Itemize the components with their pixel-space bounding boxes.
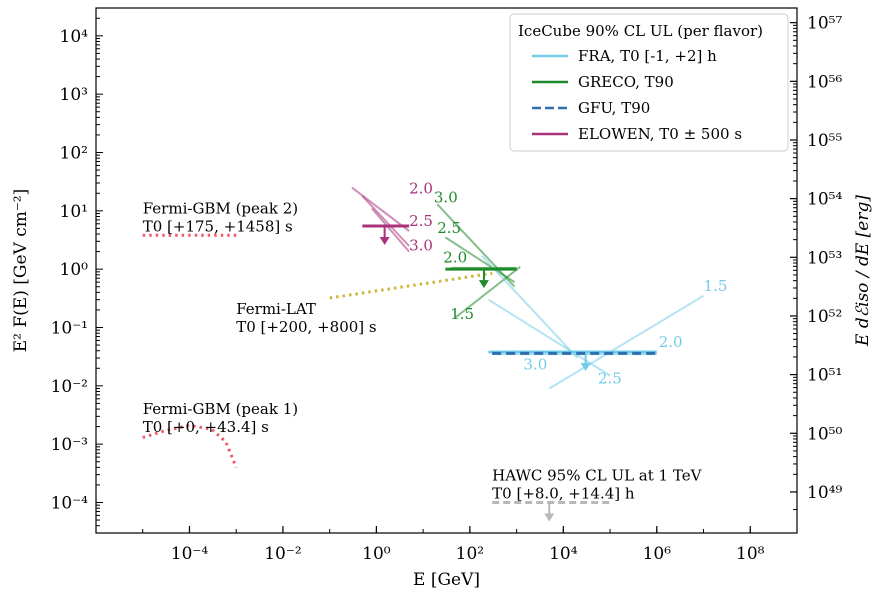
- y2-tick-label: 10⁵¹: [807, 366, 842, 386]
- upper-limit-arrow-elowen-head: [379, 236, 390, 245]
- plot-layer: 2.02.53.03.02.52.01.51.52.02.53.0Fermi-G…: [142, 179, 728, 522]
- annotation-text: T0 [+175, +1458] s: [143, 218, 293, 236]
- y-tick-label: 10³: [60, 85, 88, 105]
- spectrum-line: [329, 271, 493, 300]
- y-tick-label: 10¹: [60, 202, 88, 222]
- index-label-elowen: 3.0: [409, 236, 433, 254]
- legend-label: GFU, T90: [578, 99, 650, 117]
- spectrum-line: [142, 423, 238, 468]
- y-tick-label: 10⁻¹: [51, 318, 88, 338]
- upper-limit-arrow-fra-head: [580, 363, 591, 372]
- annotation-text: Fermi-LAT: [236, 300, 316, 318]
- index-line-elowen-2-0: [351, 186, 410, 232]
- hawc-arrow-head: [544, 513, 555, 522]
- y-tick-label: 10⁻⁴: [51, 493, 89, 513]
- x-tick-label: 10²: [456, 544, 484, 564]
- x-axis-title: E [GeV]: [413, 570, 480, 590]
- axes-layer: 10⁻⁴ 10⁻² 10⁰ 10² 10⁴ 10⁶ 10⁸ 10⁴ 10³ 10² 10¹ 10⁰ 10…: [11, 7, 873, 590]
- index-line-greco-1-5: [455, 266, 521, 318]
- index-label-fra: 2.5: [598, 369, 622, 387]
- y2-tick-label: 10⁵⁴: [807, 190, 842, 210]
- y-tick-label: 10⁴: [60, 27, 89, 47]
- x-tick-label: 10⁰: [362, 544, 391, 564]
- annotation-text: Fermi-GBM (peak 1): [143, 400, 298, 418]
- legend: IceCube 90% CL UL (per flavor) FRA, T0 [-…: [509, 13, 789, 152]
- annotation-text: T0 [+0, +43.4] s: [143, 418, 269, 436]
- y-tick-label: 10⁻²: [51, 377, 88, 397]
- y2-tick-label: 10⁵³: [807, 248, 842, 268]
- y2-tick-label: 10⁵⁶: [807, 72, 842, 92]
- index-label-fra: 1.5: [704, 277, 728, 295]
- index-label-fra: 2.0: [659, 333, 683, 351]
- annotation-text: T0 [+8.0, +14.4] h: [492, 484, 635, 502]
- index-label-greco: 2.5: [437, 219, 461, 237]
- x-tick-label: 10⁻⁴: [171, 544, 209, 564]
- legend-label: ELOWEN, T0 ± 500 s: [578, 125, 742, 143]
- x-tick-label: 10⁶: [643, 544, 672, 564]
- annotation-text: HAWC 95% CL UL at 1 TeV: [492, 466, 702, 484]
- y-tick-label: 10⁻³: [51, 435, 88, 455]
- legend-box: [509, 13, 789, 152]
- annotation-text: Fermi-GBM (peak 2): [143, 200, 298, 218]
- legend-title: IceCube 90% CL UL (per flavor): [518, 22, 763, 40]
- index-label-greco: 3.0: [434, 188, 458, 206]
- legend-label: FRA, T0 [-1, +2] h: [578, 47, 717, 65]
- y2-tick-label: 10⁵²: [807, 307, 842, 327]
- y2-tick-label: 10⁵⁷: [807, 14, 842, 34]
- y-tick-label: 10⁰: [60, 260, 89, 280]
- index-label-elowen: 2.0: [409, 179, 433, 197]
- index-line-greco-2-5: [444, 236, 516, 283]
- annotation-text: T0 [+200, +800] s: [236, 318, 376, 336]
- legend-label: GRECO, T90: [578, 73, 674, 91]
- y-tick-label: 10²: [60, 143, 88, 163]
- index-label-fra: 3.0: [523, 356, 547, 374]
- x-tick-label: 10⁸: [736, 544, 765, 564]
- index-line-fra-1-5: [548, 294, 705, 390]
- index-line-fra-2-5: [487, 298, 611, 377]
- y2-tick-label: 10⁵⁰: [807, 424, 842, 444]
- y-axis-title: E² F(E) [GeV cm⁻²]: [11, 189, 31, 353]
- index-label-greco: 1.5: [450, 305, 474, 323]
- index-line-elowen-2-5: [361, 195, 410, 247]
- index-label-greco: 2.0: [443, 249, 467, 267]
- y2-tick-label: 10⁴⁹: [807, 483, 842, 503]
- index-line-elowen-3-0: [371, 207, 410, 253]
- x-tick-label: 10⁻²: [264, 544, 301, 564]
- index-label-elowen: 2.5: [409, 212, 433, 230]
- y2-tick-label: 10⁵⁵: [807, 131, 842, 151]
- index-line-fra-3-0: [481, 255, 579, 359]
- y2-axis-title: E dℰiso / dE [erg]: [853, 195, 873, 347]
- x-tick-label: 10⁴: [549, 544, 578, 564]
- upper-limit-arrow-greco-head: [478, 280, 489, 289]
